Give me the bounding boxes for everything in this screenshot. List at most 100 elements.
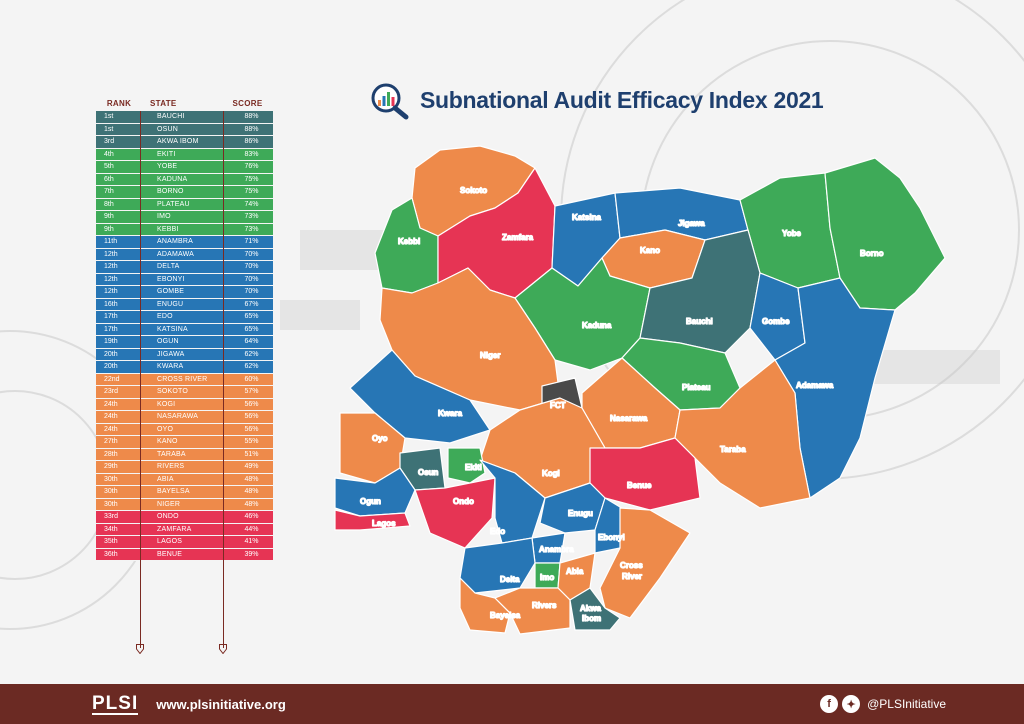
table-row: 29th RIVERS 49% xyxy=(96,461,273,474)
map-label: Lagos xyxy=(372,519,396,528)
map-label: Taraba xyxy=(720,445,746,454)
cell-score: 73% xyxy=(244,225,259,233)
cell-state: RIVERS xyxy=(157,463,185,471)
cell-state: NASARAWA xyxy=(157,413,199,421)
map-label: Kebbi xyxy=(398,237,420,246)
cell-score: 41% xyxy=(244,538,259,546)
table-row: 28th TARABA 51% xyxy=(96,448,273,461)
map-label: Zamfara xyxy=(502,233,534,242)
map-label: Niger xyxy=(480,351,500,360)
table-row: 30th BAYELSA 48% xyxy=(96,486,273,499)
table-row: 4th EKITI 83% xyxy=(96,148,273,161)
cell-rank: 12th xyxy=(104,263,118,271)
cell-state: EDO xyxy=(157,313,173,321)
cell-score: 70% xyxy=(244,263,259,271)
cell-rank: 20th xyxy=(104,350,118,358)
map-label: Katsina xyxy=(572,213,601,222)
cell-rank: 9th xyxy=(104,225,114,233)
cell-score: 49% xyxy=(244,463,259,471)
cell-state: LAGOS xyxy=(157,538,183,546)
cell-state: KOGI xyxy=(157,400,176,408)
table-row: 1st BAUCHI 88% xyxy=(96,111,273,124)
header-state: STATE xyxy=(150,99,177,108)
cell-rank: 30th xyxy=(104,488,118,496)
cell-rank: 30th xyxy=(104,475,118,483)
cell-state: OYO xyxy=(157,425,174,433)
map-label: FCT xyxy=(550,401,566,410)
cell-rank: 34th xyxy=(104,525,118,533)
state-jigawa xyxy=(614,187,749,241)
plsi-logo[interactable]: PLSI xyxy=(92,692,139,715)
cell-rank: 22nd xyxy=(104,375,120,383)
map-label: Oyo xyxy=(372,434,388,443)
cell-rank: 23rd xyxy=(104,388,119,396)
cell-state: KATSINA xyxy=(157,325,188,333)
cell-score: 51% xyxy=(244,450,259,458)
cell-state: KADUNA xyxy=(157,175,188,183)
map-label: Edo xyxy=(490,527,505,536)
cell-score: 44% xyxy=(244,525,259,533)
twitter-icon[interactable]: ✦ xyxy=(842,695,861,713)
cell-state: ANAMBRA xyxy=(157,238,194,246)
state-borno xyxy=(824,157,946,311)
table-row: 7th BORNO 75% xyxy=(96,186,273,199)
table-row: 30th ABIA 48% xyxy=(96,473,273,486)
table-row: 11th ANAMBRA 71% xyxy=(96,236,273,249)
table-row: 8th PLATEAU 74% xyxy=(96,198,273,211)
cell-score: 48% xyxy=(244,488,259,496)
facebook-icon[interactable]: f xyxy=(820,695,839,713)
map-label: Akwa xyxy=(580,604,601,613)
cell-state: OSUN xyxy=(157,125,179,133)
table-row: 5th YOBE 76% xyxy=(96,161,273,174)
map-label: Sokoto xyxy=(460,186,487,195)
table-row: 24th KOGI 56% xyxy=(96,398,273,411)
map-label: Osun xyxy=(418,468,439,477)
cell-state: NIGER xyxy=(157,500,181,508)
table-row: 12th ADAMAWA 70% xyxy=(96,248,273,261)
table-row: 16th ENUGU 67% xyxy=(96,298,273,311)
social-handle[interactable]: @PLSInitiative xyxy=(867,697,946,711)
cell-state: BAUCHI xyxy=(157,113,185,121)
cell-rank: 12th xyxy=(104,288,118,296)
cell-score: 74% xyxy=(244,200,259,208)
website-link[interactable]: www.plsinitiative.org xyxy=(156,696,286,712)
column-divider xyxy=(140,111,141,648)
cell-rank: 12th xyxy=(104,275,118,283)
cell-rank: 6th xyxy=(104,175,114,183)
state-ekiti xyxy=(447,447,486,484)
map-label: Ebonyi xyxy=(598,533,625,542)
map-label: Plateau xyxy=(682,383,711,392)
state-ondo xyxy=(414,477,496,549)
state-bayelsa xyxy=(459,577,511,634)
cell-score: 48% xyxy=(244,475,259,483)
cell-score: 67% xyxy=(244,300,259,308)
cell-rank: 4th xyxy=(104,150,114,158)
map-label: Borno xyxy=(860,249,884,258)
cell-score: 73% xyxy=(244,213,259,221)
cell-rank: 19th xyxy=(104,338,118,346)
state-delta xyxy=(459,537,536,594)
cell-rank: 8th xyxy=(104,200,114,208)
table-row: 17th EDO 65% xyxy=(96,311,273,324)
cell-score: 48% xyxy=(244,500,259,508)
table-row: 9th IMO 73% xyxy=(96,211,273,224)
cell-state: EBONYI xyxy=(157,275,185,283)
cell-rank: 3rd xyxy=(104,138,115,146)
cell-score: 56% xyxy=(244,413,259,421)
cell-score: 56% xyxy=(244,425,259,433)
cell-score: 76% xyxy=(244,163,259,171)
footer-bar: PLSI www.plsinitiative.org f ✦ @PLSIniti… xyxy=(0,684,1024,724)
social-links: f ✦ @PLSInitiative xyxy=(820,695,946,713)
table-row: 24th NASARAWA 56% xyxy=(96,411,273,424)
map-label: Adamawa xyxy=(796,381,834,390)
cell-rank: 28th xyxy=(104,450,118,458)
cell-rank: 30th xyxy=(104,500,118,508)
ranking-table: RANK STATE SCORE 1st BAUCHI 88% 1st OSUN 88% 3… xyxy=(96,96,273,561)
cell-rank: 24th xyxy=(104,400,118,408)
cell-state: ABIA xyxy=(157,475,174,483)
cell-state: TARABA xyxy=(157,450,186,458)
map-label: Kwara xyxy=(438,409,463,418)
table-row: 1st OSUN 88% xyxy=(96,123,273,136)
cell-state: BENUE xyxy=(157,550,183,558)
header-rank: RANK xyxy=(106,99,132,108)
